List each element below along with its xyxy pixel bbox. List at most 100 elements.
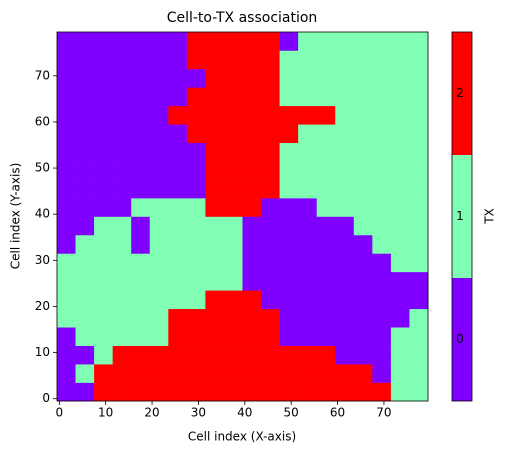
heatmap-cell <box>149 327 169 346</box>
heatmap-cell <box>316 50 336 70</box>
heatmap-cell <box>168 327 188 346</box>
heatmap-cell <box>205 50 225 70</box>
heatmap-cell <box>168 382 188 402</box>
heatmap-cell <box>298 382 317 402</box>
heatmap-cell <box>390 253 410 273</box>
heatmap-cell <box>205 68 225 88</box>
heatmap-cell <box>75 253 95 273</box>
heatmap-cell <box>409 124 429 143</box>
heatmap-cell <box>57 216 76 236</box>
heatmap-cell <box>261 308 280 328</box>
heatmap-cell <box>186 179 206 199</box>
heatmap-cell <box>223 327 243 346</box>
heatmap-cell <box>353 198 373 217</box>
heatmap-cell <box>298 271 317 291</box>
heatmap-cell <box>75 327 95 346</box>
heatmap-cell <box>112 161 132 180</box>
chart-title: Cell-to-TX association <box>167 10 318 26</box>
heatmap-cell <box>223 345 243 365</box>
heatmap-cell <box>112 87 132 107</box>
heatmap-cell <box>335 327 355 346</box>
heatmap-cell <box>261 216 280 236</box>
heatmap-cell <box>353 308 373 328</box>
colorbar-label: TX <box>483 208 497 225</box>
heatmap-cell <box>279 216 299 236</box>
heatmap-cell <box>94 161 113 180</box>
heatmap-cell <box>57 105 76 125</box>
heatmap-cell <box>261 345 280 365</box>
heatmap-cell <box>75 290 95 310</box>
heatmap-cell <box>242 105 262 125</box>
heatmap-cell <box>75 271 95 291</box>
heatmap-cell <box>372 142 392 162</box>
heatmap-cell <box>335 308 355 328</box>
heatmap-cell <box>390 364 410 383</box>
y-tick-label: 10 <box>35 345 50 359</box>
heatmap-cell <box>112 345 132 365</box>
heatmap-cell <box>112 327 132 346</box>
heatmap-cell <box>205 105 225 125</box>
heatmap-cell <box>372 234 392 254</box>
heatmap-cell <box>316 68 336 88</box>
heatmap-cell <box>390 161 410 180</box>
heatmap-cell <box>242 124 262 143</box>
heatmap-cell <box>316 87 336 107</box>
heatmap-cell <box>75 364 95 383</box>
heatmap-cell <box>149 271 169 291</box>
heatmap-cell <box>186 87 206 107</box>
heatmap-cell <box>316 161 336 180</box>
heatmap-cell <box>149 142 169 162</box>
heatmap-cell <box>335 290 355 310</box>
heatmap-cell <box>409 327 429 346</box>
heatmap-cell <box>112 308 132 328</box>
heatmap-cell <box>131 364 151 383</box>
heatmap-cell <box>242 50 262 70</box>
heatmap-cell <box>57 198 76 217</box>
heatmap-cell <box>242 161 262 180</box>
heatmap-cell <box>242 68 262 88</box>
heatmap-cell <box>316 253 336 273</box>
heatmap-cell <box>279 105 299 125</box>
y-tick-label: 20 <box>35 299 50 313</box>
heatmap-cell <box>186 364 206 383</box>
x-tick-label: 50 <box>284 406 299 420</box>
heatmap-cell <box>353 364 373 383</box>
heatmap-cell <box>168 364 188 383</box>
heatmap-cell <box>390 142 410 162</box>
heatmap-cell <box>335 271 355 291</box>
heatmap-cell <box>168 345 188 365</box>
heatmap-cell <box>242 345 262 365</box>
heatmap-cell <box>279 87 299 107</box>
heatmap-cell <box>75 105 95 125</box>
heatmap-cell <box>205 198 225 217</box>
heatmap-cell <box>223 124 243 143</box>
heatmap-cell <box>335 87 355 107</box>
heatmap-cell <box>223 142 243 162</box>
x-tick-label: 30 <box>191 406 206 420</box>
heatmap-cell <box>242 216 262 236</box>
heatmap-cell <box>261 179 280 199</box>
heatmap-cell <box>372 124 392 143</box>
heatmap-cell <box>131 179 151 199</box>
heatmap-cell <box>279 327 299 346</box>
heatmap-cell <box>131 124 151 143</box>
heatmap-cell <box>372 271 392 291</box>
colorbar-tick-label: 0 <box>456 332 464 346</box>
heatmap-cell <box>353 161 373 180</box>
heatmap-cell <box>205 87 225 107</box>
heatmap-cell <box>390 327 410 346</box>
heatmap-cell <box>390 290 410 310</box>
heatmap-cell <box>186 50 206 70</box>
heatmap-cell <box>372 198 392 217</box>
x-tick-label: 40 <box>237 406 252 420</box>
heatmap-cell <box>75 345 95 365</box>
heatmap-cell <box>335 345 355 365</box>
heatmap-cell <box>131 345 151 365</box>
heatmap-cell <box>409 253 429 273</box>
heatmap-cell <box>168 179 188 199</box>
heatmap-cell <box>57 50 76 70</box>
heatmap-cell <box>223 271 243 291</box>
heatmap-cell <box>168 87 188 107</box>
heatmap-cell <box>223 290 243 310</box>
